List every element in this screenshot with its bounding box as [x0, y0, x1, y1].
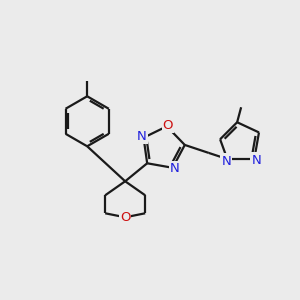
Text: N: N: [221, 154, 231, 167]
Text: N: N: [137, 130, 146, 143]
Text: O: O: [120, 211, 130, 224]
Text: N: N: [251, 154, 261, 166]
Text: N: N: [170, 162, 179, 175]
Text: O: O: [163, 119, 173, 132]
